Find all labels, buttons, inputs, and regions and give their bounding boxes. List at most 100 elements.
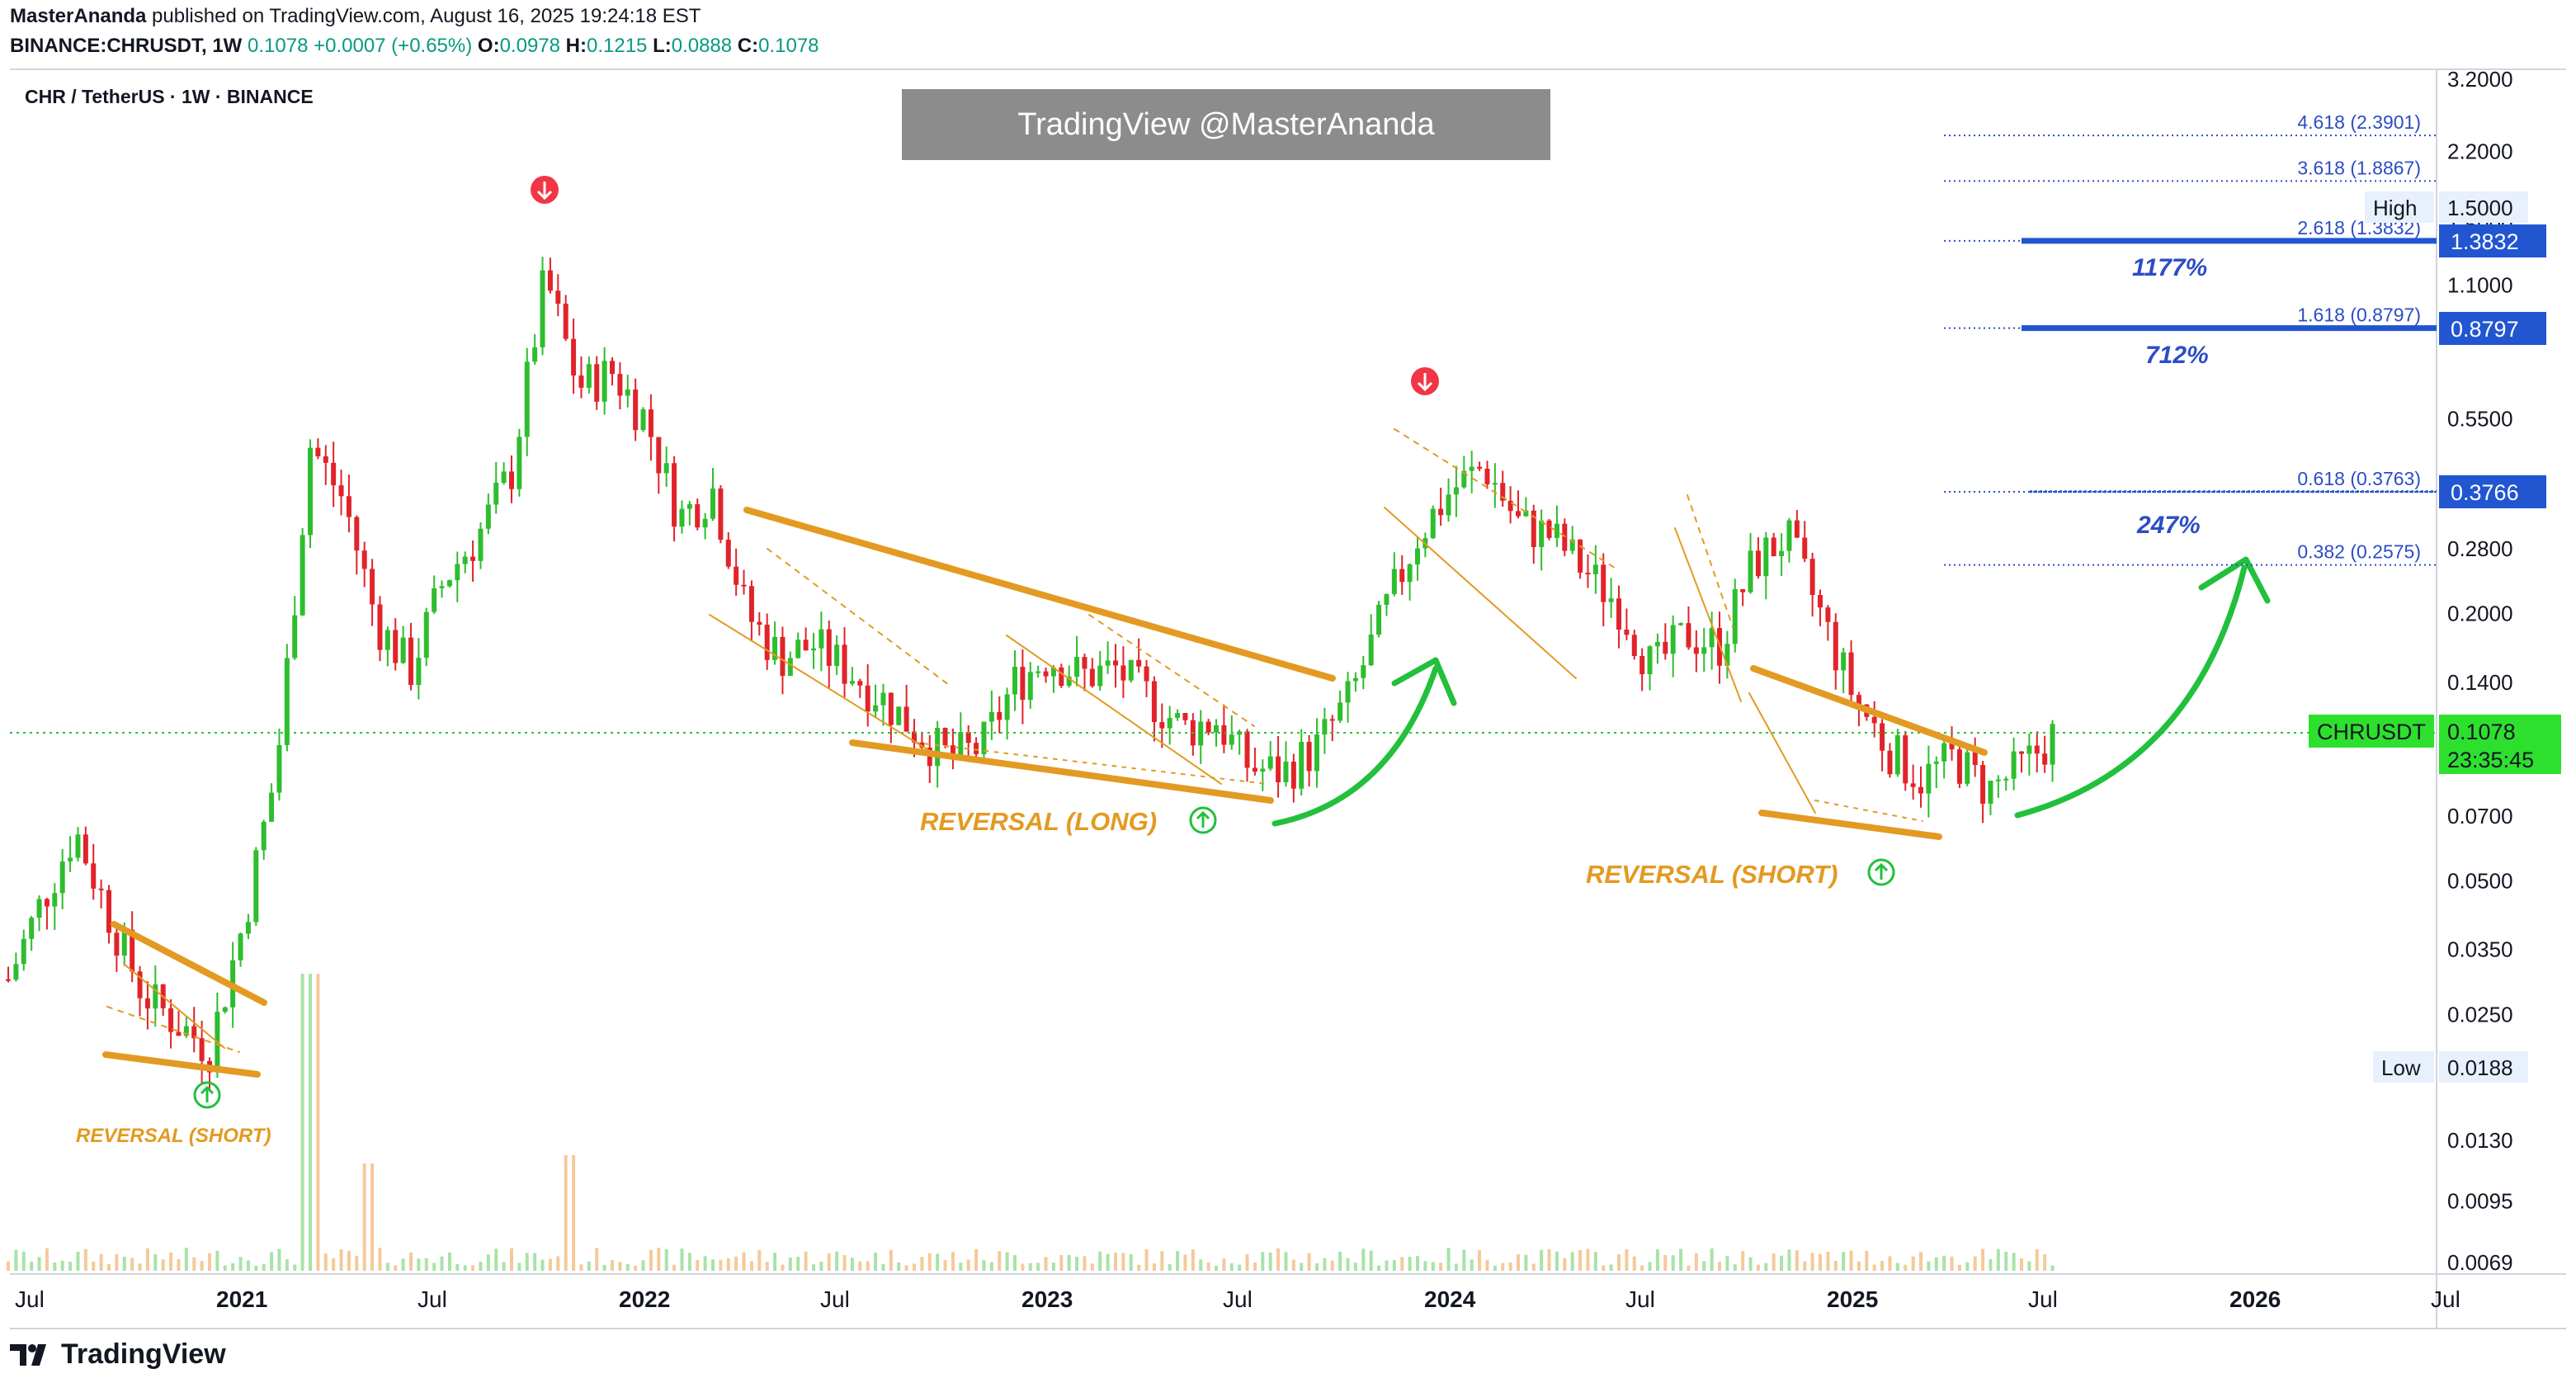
candle-body-208 bbox=[1616, 598, 1621, 630]
buy-marker-2 bbox=[1189, 806, 1217, 834]
volume-bar-99 bbox=[773, 1252, 777, 1271]
candle-body-12 bbox=[98, 888, 104, 890]
candle-body-256 bbox=[1988, 781, 1993, 804]
candle-body-47 bbox=[370, 569, 375, 605]
volume-bar-14 bbox=[115, 1253, 119, 1271]
candle-body-161 bbox=[1252, 767, 1257, 772]
percent-labels: 1177% 712% 247% bbox=[2132, 254, 2209, 539]
candle-body-94 bbox=[734, 566, 739, 585]
volume-bar-192 bbox=[1493, 1265, 1497, 1271]
volume-bar-96 bbox=[749, 1261, 753, 1271]
volume-bar-118 bbox=[920, 1257, 924, 1271]
volume-bar-93 bbox=[726, 1258, 730, 1271]
candle-body-223 bbox=[1732, 589, 1738, 644]
volume-bar-111 bbox=[866, 1261, 870, 1271]
volume-bar-147 bbox=[1144, 1248, 1149, 1271]
candle-body-257 bbox=[1995, 779, 2001, 781]
fibonacci-levels: 4.618 (2.3901)3.618 (1.8867)2.618 (1.383… bbox=[1944, 111, 2437, 566]
sell-markers bbox=[531, 176, 1439, 395]
candle-body-5 bbox=[44, 899, 50, 907]
candle-body-255 bbox=[1980, 765, 1986, 804]
volume-bar-40 bbox=[316, 974, 320, 1271]
volume-bar-104 bbox=[812, 1264, 815, 1271]
volume-bar-106 bbox=[827, 1253, 831, 1271]
author-name[interactable]: MasterAnanda bbox=[10, 5, 147, 27]
volume-bar-0 bbox=[7, 1261, 10, 1271]
candle-body-9 bbox=[75, 834, 81, 858]
volume-bar-148 bbox=[1152, 1263, 1156, 1271]
volume-bar-197 bbox=[1531, 1263, 1536, 1271]
candle-body-66 bbox=[517, 437, 522, 489]
wedge-4-dash bbox=[1687, 494, 1734, 628]
volume-bar-43 bbox=[339, 1248, 343, 1271]
candle-body-55 bbox=[432, 588, 437, 612]
volume-bar-35 bbox=[277, 1248, 281, 1271]
volume-bar-232 bbox=[1803, 1261, 1807, 1271]
candle-body-241 bbox=[1871, 716, 1877, 724]
volume-bar-249 bbox=[1934, 1257, 1938, 1271]
candle-body-123 bbox=[958, 732, 964, 756]
candle-body-104 bbox=[811, 648, 816, 651]
candle-body-150 bbox=[1167, 717, 1172, 729]
volume-bar-142 bbox=[1106, 1253, 1110, 1271]
volume-bar-210 bbox=[1632, 1256, 1636, 1271]
candle-body-195 bbox=[1516, 511, 1521, 517]
candle-body-142 bbox=[1105, 660, 1111, 666]
volume-bar-65 bbox=[510, 1248, 513, 1271]
volume-bar-114 bbox=[889, 1249, 893, 1271]
candle-body-61 bbox=[478, 528, 484, 561]
candle-body-62 bbox=[485, 504, 491, 529]
candle-body-95 bbox=[741, 584, 747, 587]
volume-bar-67 bbox=[525, 1253, 529, 1271]
volume-bar-97 bbox=[757, 1249, 762, 1271]
candle-body-262 bbox=[2034, 745, 2040, 754]
volume-bar-251 bbox=[1950, 1256, 1954, 1271]
candle-body-259 bbox=[2011, 751, 2017, 779]
candle-body-160 bbox=[1244, 731, 1250, 768]
volume-bar-140 bbox=[1090, 1263, 1094, 1271]
volume-bar-163 bbox=[1268, 1252, 1272, 1271]
tradingview-brand[interactable]: TradingView bbox=[10, 1338, 226, 1371]
volume-bar-146 bbox=[1137, 1264, 1141, 1271]
price-tag-3: 0.3766 bbox=[2451, 480, 2519, 505]
candle-body-107 bbox=[834, 644, 840, 666]
volume-bar-161 bbox=[1253, 1262, 1257, 1271]
publish-line: MasterAnanda published on TradingView.co… bbox=[10, 5, 701, 28]
candle-body-97 bbox=[757, 621, 762, 625]
fib-label-1: 3.618 (1.8867) bbox=[2297, 157, 2421, 178]
candle-body-49 bbox=[385, 630, 390, 650]
volume-bar-45 bbox=[355, 1255, 359, 1271]
candle-body-226 bbox=[1755, 550, 1761, 577]
candle-body-15 bbox=[121, 929, 127, 956]
volume-bar-33 bbox=[262, 1263, 266, 1271]
volume-bar-11 bbox=[92, 1261, 96, 1271]
volume-bar-129 bbox=[1005, 1252, 1009, 1271]
candle-body-215 bbox=[1670, 625, 1676, 654]
candle-body-85 bbox=[663, 463, 669, 474]
time-tick-12: Jul bbox=[2431, 1286, 2460, 1312]
price-tick-7: 0.1400 bbox=[2447, 670, 2513, 695]
candle-body-237 bbox=[1841, 652, 1847, 671]
volume-bar-262 bbox=[2035, 1248, 2039, 1271]
volume-bar-95 bbox=[742, 1252, 746, 1271]
volume-bar-180 bbox=[1400, 1257, 1404, 1271]
candle-body-121 bbox=[942, 728, 948, 746]
volume-bar-157 bbox=[1222, 1258, 1226, 1271]
volume-bar-62 bbox=[486, 1254, 490, 1271]
watermark-banner: TradingView @MasterAnanda bbox=[902, 89, 1550, 160]
buy-marker-1 bbox=[193, 1081, 221, 1109]
candle-body-126 bbox=[981, 721, 987, 754]
candle-body-45 bbox=[354, 517, 360, 551]
candle-body-186 bbox=[1446, 494, 1451, 516]
volume-bar-51 bbox=[401, 1258, 405, 1271]
volume-bar-128 bbox=[998, 1251, 1002, 1271]
volume-bar-220 bbox=[1710, 1248, 1714, 1271]
price-tick-11: 0.0250 bbox=[2447, 1002, 2513, 1027]
volume-bar-177 bbox=[1377, 1265, 1381, 1271]
volume-bar-162 bbox=[1261, 1252, 1265, 1271]
volume-bar-101 bbox=[788, 1258, 792, 1271]
volume-bar-82 bbox=[641, 1260, 645, 1271]
volume-bar-204 bbox=[1586, 1248, 1590, 1271]
low-label: Low bbox=[2381, 1055, 2421, 1080]
